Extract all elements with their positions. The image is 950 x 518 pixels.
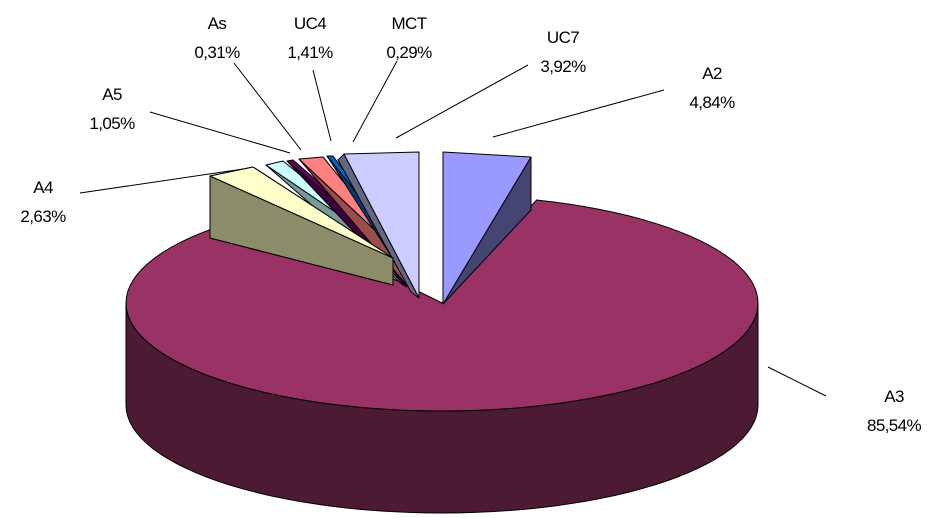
label-value-mct: 0,29% (386, 43, 432, 62)
label-value-uc4: 1,41% (287, 43, 333, 62)
label-name-a2: A2 (702, 64, 722, 83)
label-value-a5: 1,05% (89, 114, 135, 133)
label-name-uc4: UC4 (294, 14, 326, 33)
leader-lines (79, 60, 827, 397)
label-name-a5: A5 (102, 85, 122, 104)
label-value-uc7: 3,92% (540, 57, 586, 76)
slice-uc7 (343, 151, 420, 299)
leader-line-a5 (149, 111, 291, 154)
label-value-as: 0,31% (194, 43, 240, 62)
leader-line-mct (352, 60, 398, 143)
leader-line-as (233, 62, 302, 151)
leader-line-a3 (767, 366, 827, 397)
slice-a2 (442, 151, 532, 305)
leader-line-a2 (492, 89, 665, 138)
slice-labels: A2 4,84% A3 85,54% A4 2,63% A5 1,05% As 0,31% UC4 1… (20, 14, 922, 435)
label-name-a3: A3 (884, 387, 904, 406)
label-value-a4: 2,63% (20, 207, 66, 226)
pie-tops (125, 151, 759, 412)
label-value-a2: 4,84% (689, 93, 735, 112)
label-value-a3: 85,54% (867, 416, 922, 435)
leader-line-a4 (79, 168, 244, 194)
leader-line-uc4 (312, 69, 332, 142)
leader-line-uc7 (395, 64, 529, 139)
slice-top-a4 (209, 166, 394, 259)
label-name-uc7: UC7 (547, 28, 579, 47)
label-name-a4: A4 (33, 178, 53, 197)
label-name-as: As (208, 14, 227, 33)
label-name-mct: MCT (391, 14, 426, 33)
